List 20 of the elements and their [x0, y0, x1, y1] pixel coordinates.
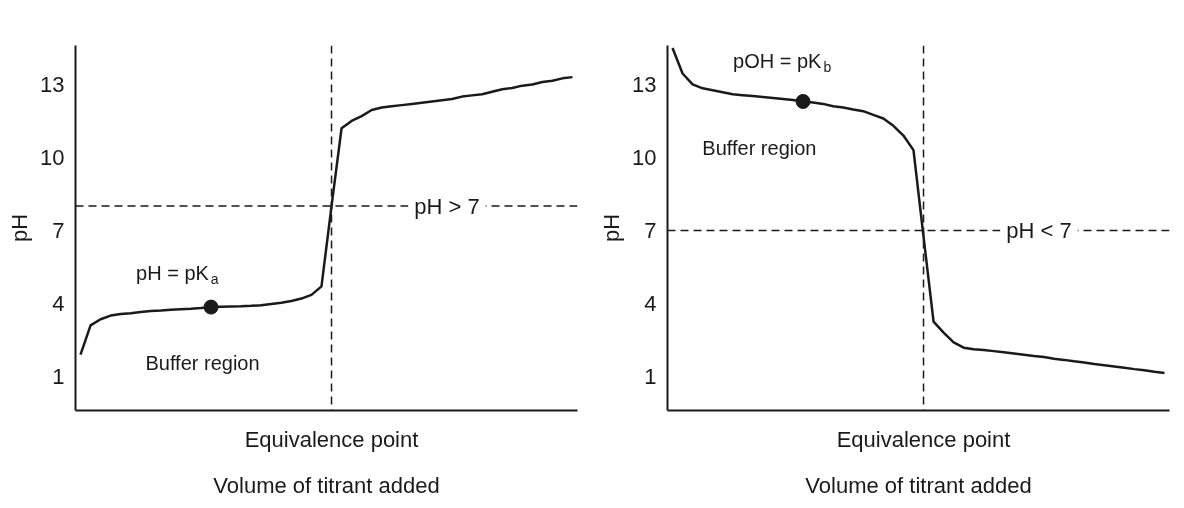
y-tick-label: 10 [40, 144, 65, 170]
annotation: Buffer region [702, 136, 817, 159]
x-tick-label: Equivalence point [836, 426, 1011, 452]
ref-line-label: pH < 7 [1006, 217, 1072, 243]
y-tick-label: 1 [52, 363, 65, 389]
y-axis-title: pH [7, 213, 33, 243]
y-tick-label: 1 [644, 363, 657, 389]
annotation: Buffer region [145, 352, 260, 375]
y-axis-title: pH [599, 213, 625, 243]
y-tick-label: 13 [40, 71, 65, 97]
y-tick-label: 4 [644, 290, 657, 316]
y-tick-label: 10 [632, 144, 657, 170]
y-tick-label: 13 [632, 71, 657, 97]
x-axis-title: Volume of titrant added [805, 472, 1032, 498]
x-axis-title: Volume of titrant added [213, 472, 440, 498]
ref-line-label: pH > 7 [414, 193, 480, 219]
y-tick-label: 7 [52, 217, 65, 243]
y-tick-label: 7 [644, 217, 657, 243]
x-tick-label: Equivalence point [244, 426, 419, 452]
y-tick-label: 4 [52, 290, 65, 316]
